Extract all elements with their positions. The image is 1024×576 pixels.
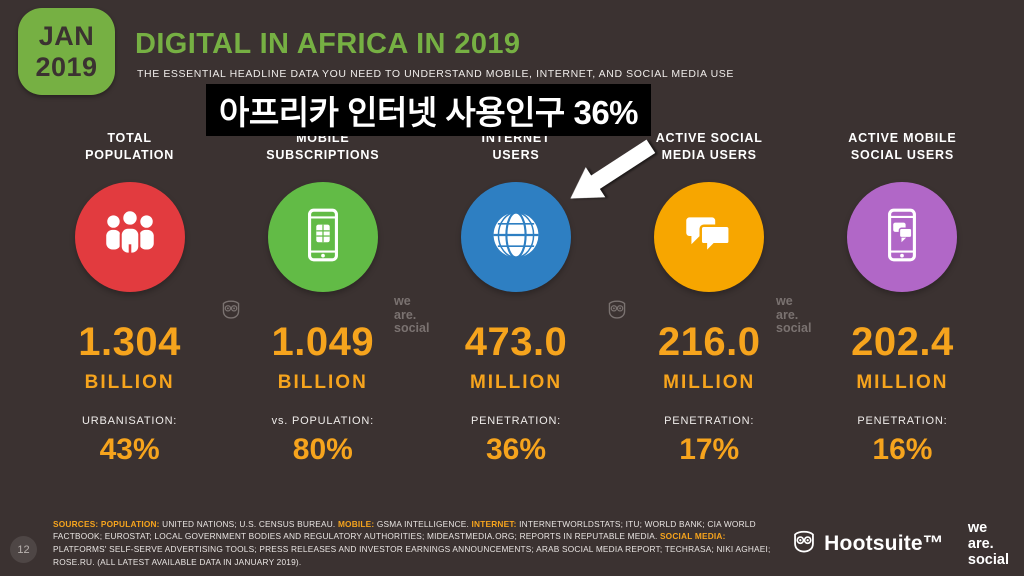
- hootsuite-owl-watermark-icon: [220, 298, 242, 320]
- stat-column-mobile-subscriptions: MOBILE SUBSCRIPTIONS: [226, 130, 419, 467]
- stat-sub-label: URBANISATION:: [82, 415, 178, 427]
- stat-circle: [654, 182, 765, 292]
- mobile-sim-icon: [292, 204, 354, 271]
- mobile-chat-icon: [871, 204, 933, 271]
- people-icon: [99, 204, 161, 271]
- chat-bubbles-icon: [678, 204, 740, 271]
- stat-column-active-mobile-social-users: ACTIVE MOBILE SOCIAL USERS 202.4: [806, 130, 999, 467]
- stat-sub-label: PENETRATION:: [664, 415, 755, 427]
- stat-column-active-social-media-users: ACTIVE SOCIAL MEDIA USERS 216.0 MILLION …: [613, 130, 806, 467]
- stat-sub-label: PENETRATION:: [857, 415, 948, 427]
- stat-label: ACTIVE MOBILE SOCIAL USERS: [848, 131, 957, 162]
- stat-unit: MILLION: [469, 372, 563, 393]
- page-number: 12: [10, 536, 37, 563]
- stat-sub-label: vs. POPULATION:: [271, 415, 374, 427]
- stat-sub-value: 16%: [872, 433, 933, 466]
- stat-value: 216.0: [657, 320, 761, 364]
- date-badge: JAN 2019: [18, 8, 115, 95]
- stats-row: TOTAL POPULATION 1.304: [33, 130, 999, 467]
- stat-value: 202.4: [851, 320, 954, 364]
- stat-circle: [461, 182, 571, 292]
- hootsuite-logo-text: Hootsuite™: [824, 531, 944, 555]
- stat-unit: BILLION: [84, 372, 175, 393]
- stat-sub-value: 43%: [99, 433, 160, 466]
- stat-value: 473.0: [464, 320, 568, 364]
- stat-unit: MILLION: [663, 372, 756, 393]
- stat-unit: MILLION: [856, 372, 949, 393]
- annotation-overlay: 아프리카 인터넷 사용인구 36%: [206, 84, 652, 136]
- page-title: DIGITAL IN AFRICA IN 2019: [135, 28, 521, 60]
- stat-value: 1.049: [271, 320, 375, 364]
- sources-text: SOURCES: POPULATION: UNITED NATIONS; U.S…: [53, 518, 771, 568]
- globe-icon: [484, 203, 548, 272]
- hootsuite-logo: Hootsuite™: [791, 528, 944, 559]
- we-are-social-watermark: we are. social: [776, 294, 812, 335]
- stat-circle: [847, 182, 958, 292]
- stat-column-internet-users: INTERNET USERS 473.0 MILLION PENETR: [419, 130, 612, 467]
- stat-unit: BILLION: [277, 372, 368, 393]
- stat-sub-label: PENETRATION:: [470, 415, 562, 427]
- hootsuite-owl-icon: [791, 528, 817, 559]
- date-badge-year: 2019: [35, 51, 98, 82]
- hootsuite-owl-watermark-icon: [606, 298, 628, 320]
- stat-label: ACTIVE SOCIAL MEDIA USERS: [655, 131, 763, 162]
- stat-sub-value: 36%: [485, 433, 547, 466]
- stat-circle: [267, 182, 378, 292]
- page-subtitle: THE ESSENTIAL HEADLINE DATA YOU NEED TO …: [137, 68, 734, 80]
- stat-sub-value: 80%: [292, 433, 353, 466]
- stat-value: 1.304: [78, 320, 181, 364]
- we-are-social-watermark: we are. social: [394, 294, 430, 335]
- annotation-arrow-icon: [558, 128, 665, 221]
- stat-circle: [74, 182, 185, 292]
- stat-label: TOTAL POPULATION: [85, 131, 175, 162]
- stat-column-total-population: TOTAL POPULATION 1.304: [33, 130, 226, 467]
- stat-sub-value: 17%: [679, 433, 740, 466]
- we-are-social-logo: we are. social: [967, 520, 1009, 569]
- date-badge-month: JAN: [38, 21, 95, 52]
